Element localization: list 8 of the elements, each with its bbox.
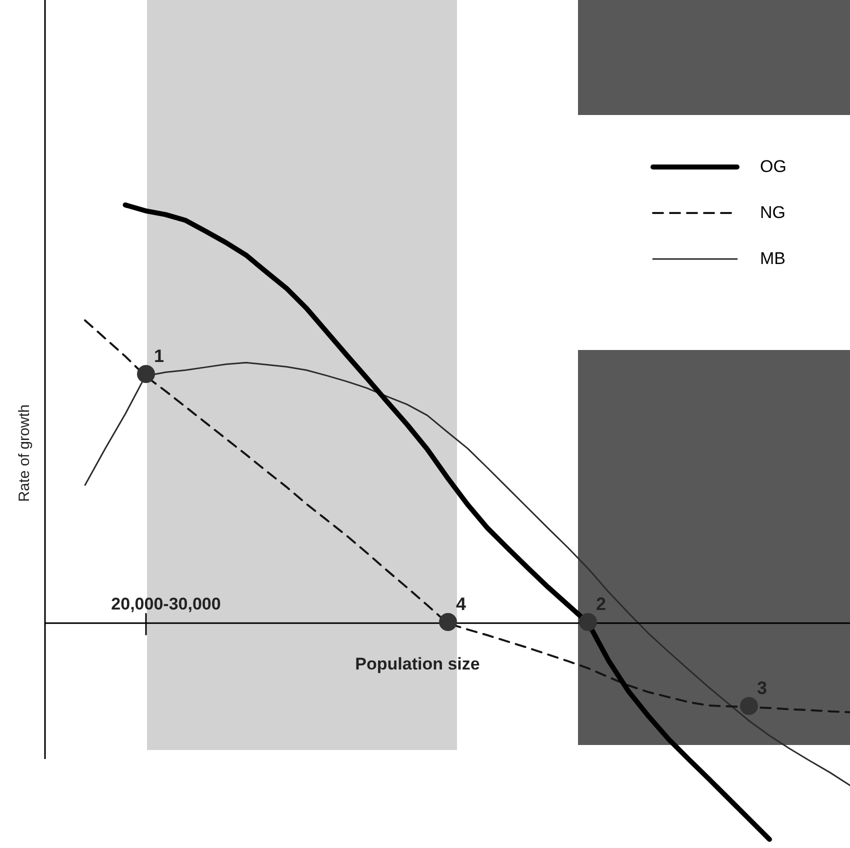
annotation: 1: [154, 346, 164, 366]
legend-label: MB: [760, 249, 786, 269]
legend-label: OG: [760, 157, 788, 177]
legend-label: NG: [760, 203, 786, 223]
y-axis-title: Rate of growth: [16, 404, 34, 502]
annotation: 20,000-30,000: [111, 594, 221, 614]
x-axis-title: Population size: [355, 654, 480, 674]
annotation: 4: [456, 594, 466, 614]
